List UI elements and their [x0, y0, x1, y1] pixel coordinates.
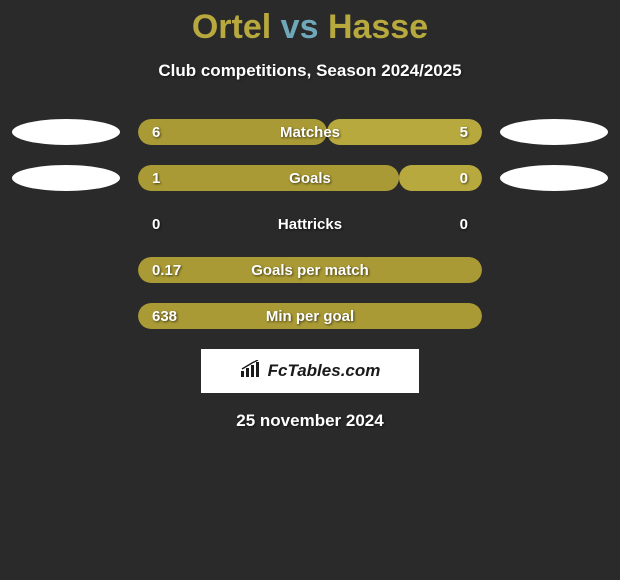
- stat-bar: 65Matches: [138, 119, 482, 145]
- logo-box[interactable]: FcTables.com: [201, 349, 419, 393]
- stat-rows: 65Matches 10Goals 00Hattricks 0.17Goals per…: [0, 119, 620, 329]
- stat-label: Min per goal: [138, 303, 482, 329]
- stat-label: Matches: [138, 119, 482, 145]
- page-title: Ortel vs Hasse: [0, 8, 620, 47]
- subtitle: Club competitions, Season 2024/2025: [0, 61, 620, 81]
- stat-row: 0.17Goals per match: [0, 257, 620, 283]
- player1-badge: [12, 119, 120, 145]
- stat-bar: 0.17Goals per match: [138, 257, 482, 283]
- player2-name: Hasse: [328, 8, 428, 46]
- chart-icon: [240, 360, 262, 383]
- stat-bar: 10Goals: [138, 165, 482, 191]
- player1-badge: [12, 165, 120, 191]
- vs-separator: vs: [281, 8, 319, 46]
- spacer: [500, 303, 608, 329]
- stat-row: 65Matches: [0, 119, 620, 145]
- stat-label: Goals per match: [138, 257, 482, 283]
- logo-text: FcTables.com: [268, 361, 381, 381]
- player2-badge: [500, 119, 608, 145]
- spacer: [500, 211, 608, 237]
- stat-bar: 638Min per goal: [138, 303, 482, 329]
- stat-bar: 00Hattricks: [138, 211, 482, 237]
- stat-row: 00Hattricks: [0, 211, 620, 237]
- stat-label: Goals: [138, 165, 482, 191]
- date-label: 25 november 2024: [0, 411, 620, 431]
- comparison-widget: Ortel vs Hasse Club competitions, Season…: [0, 0, 620, 431]
- player2-badge: [500, 165, 608, 191]
- spacer: [12, 257, 120, 283]
- spacer: [12, 303, 120, 329]
- stat-row: 638Min per goal: [0, 303, 620, 329]
- stat-row: 10Goals: [0, 165, 620, 191]
- player1-name: Ortel: [192, 8, 271, 46]
- spacer: [500, 257, 608, 283]
- stat-label: Hattricks: [138, 211, 482, 237]
- spacer: [12, 211, 120, 237]
